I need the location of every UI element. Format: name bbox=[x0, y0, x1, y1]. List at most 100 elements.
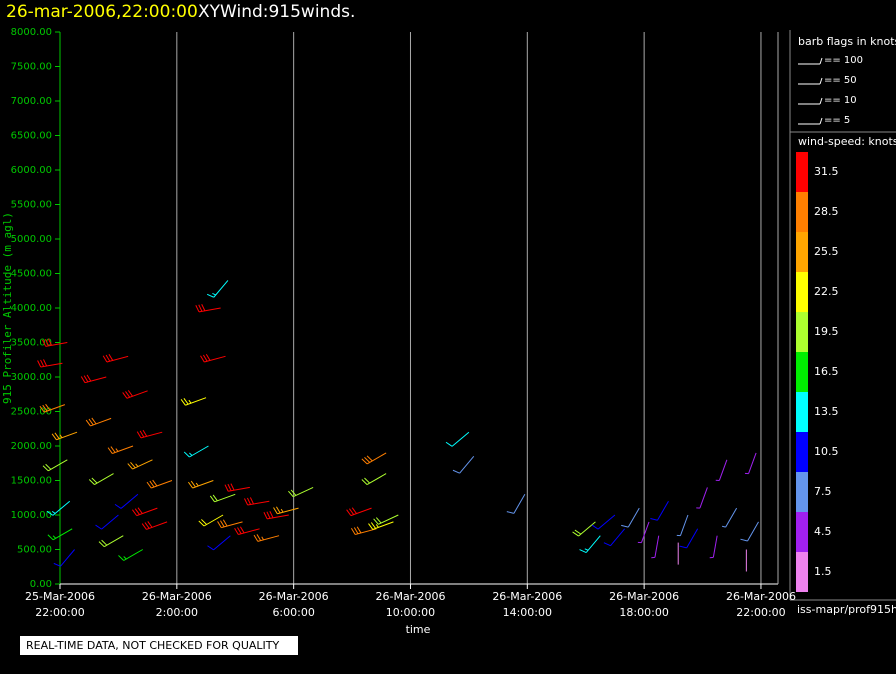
legend-title: barb flags in knots bbox=[798, 35, 896, 48]
barb-feather bbox=[234, 527, 239, 535]
wind-barb bbox=[679, 528, 699, 549]
barb-feather bbox=[212, 293, 216, 296]
barb-staff bbox=[47, 459, 68, 472]
barb-feather bbox=[118, 555, 125, 561]
barb-staff bbox=[214, 493, 236, 503]
colorbar-swatch bbox=[796, 472, 808, 512]
barb-staff bbox=[120, 493, 139, 509]
barb-feather bbox=[356, 526, 362, 534]
barb-feather bbox=[217, 521, 222, 528]
barb-feather bbox=[180, 399, 186, 406]
barb-staff bbox=[123, 549, 144, 561]
wind-barb bbox=[95, 514, 119, 530]
barb-feather bbox=[37, 360, 42, 368]
barb-staff bbox=[725, 507, 738, 528]
legend-barb bbox=[798, 117, 823, 125]
y-tick-label: 6000.00 bbox=[11, 165, 52, 176]
x-tick-label: 22:00:00 bbox=[736, 606, 785, 619]
barb-feather bbox=[152, 479, 158, 487]
barb-feather bbox=[59, 434, 63, 438]
barb-feather bbox=[39, 405, 45, 413]
barb-feather bbox=[83, 375, 89, 383]
barb-staff bbox=[610, 528, 626, 546]
x-tick-label: 26-Mar-2006 bbox=[375, 590, 445, 603]
barb-feather bbox=[54, 432, 60, 439]
x-tick-label: 26-Mar-2006 bbox=[142, 590, 212, 603]
barb-feather bbox=[146, 481, 152, 489]
barb-staff bbox=[257, 535, 280, 542]
colorbar-label: 16.5 bbox=[814, 365, 839, 378]
barb-feather bbox=[224, 484, 229, 492]
barb-feather bbox=[195, 305, 200, 313]
barb-feather bbox=[135, 463, 139, 467]
wind-barb bbox=[721, 507, 738, 528]
barb-staff bbox=[513, 494, 526, 514]
barb-feather bbox=[361, 458, 368, 465]
barb-staff bbox=[103, 535, 124, 548]
barb-feather bbox=[149, 480, 155, 488]
barb-staff bbox=[372, 521, 394, 530]
wind-barb bbox=[85, 417, 112, 427]
barb-feather bbox=[108, 353, 114, 361]
barb-feather bbox=[136, 431, 142, 439]
barb-feather bbox=[237, 527, 242, 534]
wind-barb bbox=[506, 494, 526, 514]
barb-feather bbox=[198, 520, 205, 527]
barb-feather bbox=[132, 509, 138, 516]
barb-feather bbox=[721, 525, 726, 528]
barb-feather bbox=[246, 497, 252, 505]
wind-barb bbox=[744, 452, 757, 475]
barb-staff bbox=[56, 431, 78, 441]
legend-feather bbox=[819, 117, 823, 125]
colorbar-label: 1.5 bbox=[814, 565, 832, 578]
legend-label: == 50 bbox=[824, 75, 857, 86]
wind-barb bbox=[373, 514, 399, 525]
barb-feather bbox=[105, 354, 111, 362]
colorbar-label: 22.5 bbox=[814, 285, 839, 298]
legend-label: == 10 bbox=[824, 95, 857, 106]
barb-feather bbox=[273, 507, 278, 515]
barb-feather bbox=[261, 536, 265, 541]
barb-feather bbox=[134, 508, 140, 515]
barb-feather bbox=[42, 339, 47, 347]
wind-barb bbox=[122, 390, 148, 399]
barb-staff bbox=[718, 459, 728, 481]
barb-feather bbox=[364, 477, 371, 484]
colorbar-label: 7.5 bbox=[814, 485, 832, 498]
wind-barb bbox=[42, 338, 68, 347]
wind-barb bbox=[621, 507, 640, 528]
wind-barb bbox=[603, 528, 626, 547]
barb-staff bbox=[355, 528, 377, 535]
colorbar-swatch bbox=[796, 272, 808, 312]
footer: REAL-TIME DATA, NOT CHECKED FOR QUALITY bbox=[26, 639, 280, 652]
colorbar-swatch bbox=[796, 512, 808, 552]
barb-staff bbox=[204, 355, 226, 363]
barb-staff bbox=[292, 486, 314, 498]
barb-feather bbox=[263, 512, 268, 520]
y-tick-label: 500.00 bbox=[17, 545, 52, 556]
barb-feather bbox=[227, 483, 232, 491]
barb-feather bbox=[603, 542, 611, 547]
barb-feather bbox=[288, 490, 294, 498]
barb-feather bbox=[740, 538, 748, 542]
x-tick-label: 22:00:00 bbox=[35, 606, 84, 619]
barb-feather bbox=[506, 511, 514, 514]
barb-staff bbox=[627, 507, 640, 528]
barb-staff bbox=[699, 487, 708, 509]
barb-feather bbox=[91, 417, 97, 425]
x-tick-label: 26-Mar-2006 bbox=[492, 590, 562, 603]
barb-staff bbox=[350, 507, 372, 517]
wind-barb bbox=[715, 459, 728, 481]
barb-feather bbox=[205, 353, 211, 361]
x-tick-label: 10:00:00 bbox=[386, 606, 435, 619]
source: iss-mapr/prof915h bbox=[797, 603, 896, 616]
wind-barb bbox=[42, 459, 68, 472]
barb-staff bbox=[185, 397, 207, 406]
x-tick-label: 25-Mar-2006 bbox=[25, 590, 95, 603]
colorbar-label: 25.5 bbox=[814, 245, 839, 258]
colorbar-label: 4.5 bbox=[814, 525, 832, 538]
barb-feather bbox=[98, 541, 105, 548]
barb-feather bbox=[46, 510, 54, 516]
barb-staff bbox=[451, 431, 470, 447]
